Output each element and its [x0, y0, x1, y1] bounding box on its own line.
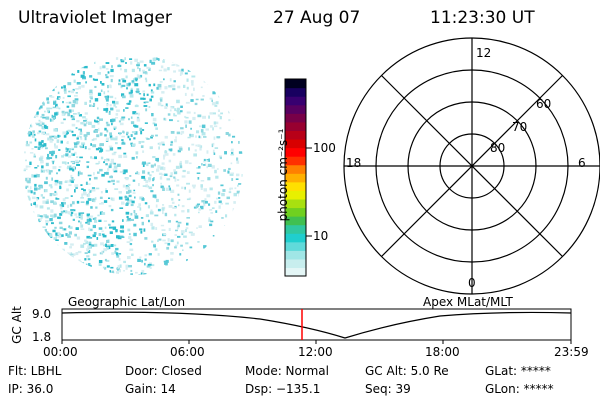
app-title: Ultraviolet Imager [18, 8, 172, 28]
x-label-1200: 12:00 [298, 345, 333, 359]
track-plot-frame [61, 308, 572, 341]
colorbar-segment [285, 233, 306, 243]
status-glat: GLat: ***** [485, 364, 551, 378]
status-gain: Gain: 14 [125, 382, 176, 396]
colorbar-segment [285, 267, 306, 277]
status-mode: Mode: Normal [245, 364, 329, 378]
colorbar-segment [285, 156, 306, 166]
polar-label-6: 6 [578, 156, 586, 170]
track-y-axis-label: GC Alt [10, 306, 24, 344]
colorbar-segment [285, 258, 306, 269]
colorbar-segment [285, 87, 306, 97]
date-label: 27 Aug 07 [273, 8, 361, 28]
status-filter: Flt: LBHL [8, 364, 62, 378]
x-label-1800: 18:00 [425, 345, 460, 359]
colorbar-segment [285, 241, 306, 251]
colorbar-segment [285, 121, 306, 131]
colorbar-segment [285, 224, 306, 234]
polar-ring-label-60: 60 [536, 97, 552, 111]
colorbar-label-10: 10 [313, 229, 329, 243]
track-title-right: Apex MLat/MLT [423, 295, 513, 309]
x-label-0000: 00:00 [43, 345, 78, 359]
x-label-0600: 06:00 [170, 345, 205, 359]
polar-label-12: 12 [476, 46, 492, 60]
time-label: 11:23:30 UT [430, 8, 535, 28]
status-gc-alt: GC Alt: 5.0 Re [365, 364, 449, 378]
status-door: Door: Closed [125, 364, 202, 378]
colorbar-frame [284, 78, 307, 277]
colorbar-segment [285, 138, 306, 149]
polar-grid [343, 37, 600, 295]
polar-label-18: 18 [346, 156, 362, 170]
colorbar-segment [285, 198, 306, 209]
colorbar-segment [285, 164, 306, 174]
colorbar-segment [285, 113, 306, 123]
colorbar-unit-label: photon cm⁻²s⁻¹ [276, 128, 290, 222]
status-seq: Seq: 39 [365, 382, 411, 396]
polar-diagonal-2 [381, 75, 563, 257]
status-dsp: Dsp: −135.1 [245, 382, 321, 396]
colorbar-segment [285, 190, 306, 200]
track-title-left: Geographic Lat/Lon [68, 295, 186, 309]
polar-label-0: 0 [468, 276, 476, 290]
colorbar-segment [285, 250, 306, 260]
track-y-tick-9: 9.0 [32, 307, 52, 321]
status-ip: IP: 36.0 [8, 382, 54, 396]
colorbar-segment [285, 147, 306, 157]
polar-ring-label-80: 80 [490, 141, 506, 155]
colorbar-segment [285, 207, 306, 217]
colorbar-segment [285, 104, 306, 114]
track-y-tick-1-8: 1.8 [32, 330, 52, 344]
colorbar-label-100: 100 [313, 141, 336, 155]
colorbar-segment [285, 96, 306, 106]
colorbar-segment [285, 173, 306, 183]
colorbar-segment [285, 181, 306, 191]
polar-ring-label-70: 70 [512, 120, 528, 134]
x-label-2359: 23:59 [554, 345, 589, 359]
gc-alt-curve [61, 311, 572, 339]
status-glon: GLon: ***** [485, 382, 554, 396]
colorbar [285, 79, 306, 277]
uv-image-disk [23, 55, 243, 275]
colorbar-segment [285, 216, 306, 226]
colorbar-segment [285, 79, 306, 89]
colorbar-segment [285, 130, 306, 140]
